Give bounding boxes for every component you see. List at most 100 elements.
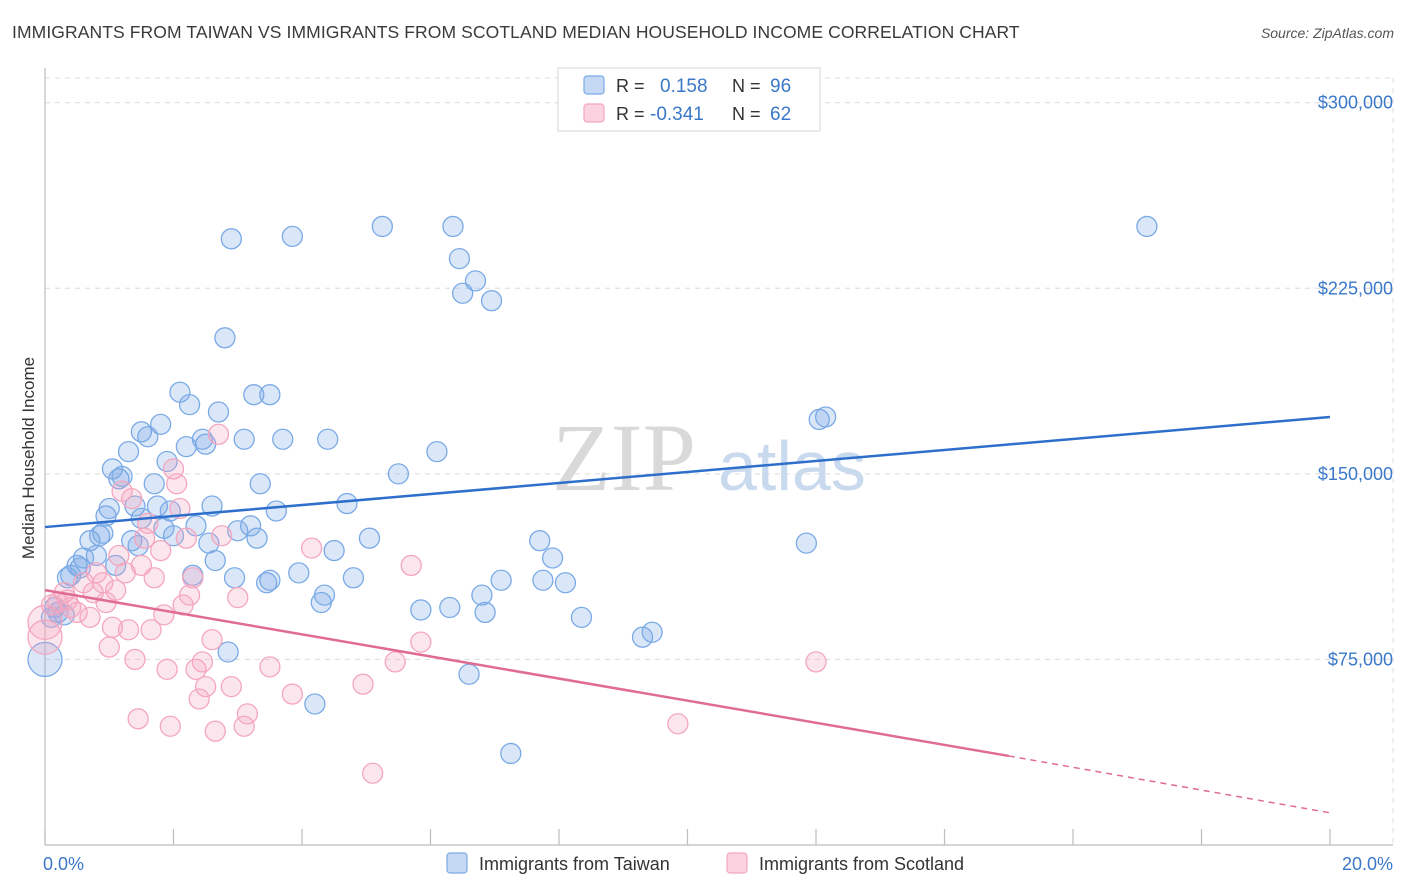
scotland-point (220, 676, 242, 698)
scotland-point (191, 651, 214, 673)
y-tick-label: $75,000 (1328, 649, 1393, 669)
legend-scotland-n-value: 62 (770, 104, 791, 125)
series-scotland-points (27, 423, 827, 784)
scotland-point (149, 539, 172, 562)
scotland-point (169, 497, 191, 520)
scotland-point (117, 619, 140, 641)
scotland-point (236, 703, 259, 725)
axis-layer (44, 68, 1393, 846)
scotland-point (124, 648, 146, 671)
taiwan-point (490, 569, 512, 591)
taiwan-point (358, 527, 381, 549)
taiwan-point (474, 601, 496, 624)
taiwan-point (259, 569, 281, 591)
taiwan-point (137, 426, 159, 448)
taiwan-point (149, 413, 172, 436)
taiwan-point (162, 525, 185, 547)
taiwan-point (88, 525, 111, 547)
taiwan-point (795, 532, 818, 554)
taiwan-point (814, 406, 837, 428)
taiwan-point (281, 225, 304, 247)
y-tick-label: $300,000 (1318, 93, 1393, 113)
taiwan-point (342, 567, 365, 589)
taiwan-point (27, 641, 63, 678)
taiwan-trend-line (44, 415, 1331, 529)
taiwan-point (323, 539, 345, 562)
taiwan-point (387, 463, 410, 485)
scotland-point (137, 512, 159, 535)
y-tick-label: $225,000 (1318, 278, 1393, 298)
legend-taiwan-n-label: N = (732, 76, 761, 96)
legend-scotland-r-label: R = (616, 104, 645, 124)
scotland-point (27, 604, 63, 640)
legend-series-scotland-swatch (726, 852, 748, 874)
taiwan-point (111, 465, 133, 487)
scotland-point (178, 584, 201, 606)
taiwan-point (108, 468, 130, 490)
taiwan-point (480, 290, 503, 312)
scotland-point (182, 567, 204, 589)
taiwan-point (336, 492, 358, 515)
legend-series-taiwan-label: Immigrants from Taiwan (479, 854, 670, 874)
taiwan-point (214, 327, 236, 349)
taiwan-point (98, 497, 120, 520)
taiwan-point (1136, 215, 1158, 238)
scotland-point (79, 606, 101, 629)
taiwan-point (233, 428, 255, 450)
taiwan-point (532, 569, 554, 591)
legend-taiwan-r-value: 0.158 (660, 76, 708, 97)
scotland-point (188, 688, 210, 710)
taiwan-point (239, 515, 262, 537)
watermark: ZIP atlas (552, 404, 866, 511)
scotland-point (153, 604, 175, 626)
taiwan-point (265, 500, 287, 522)
scotland-point (300, 537, 323, 559)
taiwan-point (146, 495, 169, 517)
scotland-point (194, 676, 217, 698)
scotland-point (121, 487, 143, 510)
taiwan-point (313, 584, 336, 606)
scotland-point (130, 554, 153, 577)
taiwan-point (458, 663, 480, 685)
taiwan-point (410, 599, 432, 621)
x-tick-label-max: 20.0% (1342, 854, 1393, 874)
watermark-zip-text: ZIP (552, 404, 696, 511)
taiwan-point (117, 440, 140, 463)
trend-layer (44, 415, 1331, 814)
scotland-point (281, 683, 304, 705)
taiwan-point (500, 742, 522, 765)
taiwan-point (631, 626, 654, 648)
scotland-point (211, 525, 233, 547)
grid-layer (45, 77, 1394, 845)
scotland-point (105, 579, 127, 601)
scotland-point (201, 628, 223, 651)
taiwan-point (143, 473, 165, 495)
scotland-point (227, 586, 249, 609)
scotland-point (233, 715, 255, 737)
taiwan-point (272, 428, 294, 450)
taiwan-point (448, 247, 471, 270)
taiwan-point (223, 567, 246, 589)
scotland-point (400, 554, 422, 577)
taiwan-point (426, 440, 448, 463)
scotland-point (175, 527, 198, 549)
scotland-point (66, 601, 88, 624)
chart-source: Source: ZipAtlas.com (1260, 25, 1394, 41)
legend-series: Immigrants from Taiwan Immigrants from S… (446, 852, 964, 874)
taiwan-point (288, 562, 310, 584)
taiwan-point (304, 693, 326, 715)
scotland-point (204, 720, 226, 742)
taiwan-point (439, 596, 461, 619)
taiwan-point (207, 401, 230, 423)
scotland-point (140, 619, 162, 641)
taiwan-point (451, 282, 474, 304)
scotland-trend-line (44, 588, 1009, 758)
scotland-point (101, 616, 124, 638)
taiwan-point (217, 641, 239, 663)
taiwan-point (178, 393, 201, 416)
taiwan-point (464, 270, 487, 292)
scotland-trend-extrapolation (1008, 755, 1331, 814)
legend-scotland-r-value: -0.341 (650, 104, 704, 125)
taiwan-point (570, 606, 593, 629)
